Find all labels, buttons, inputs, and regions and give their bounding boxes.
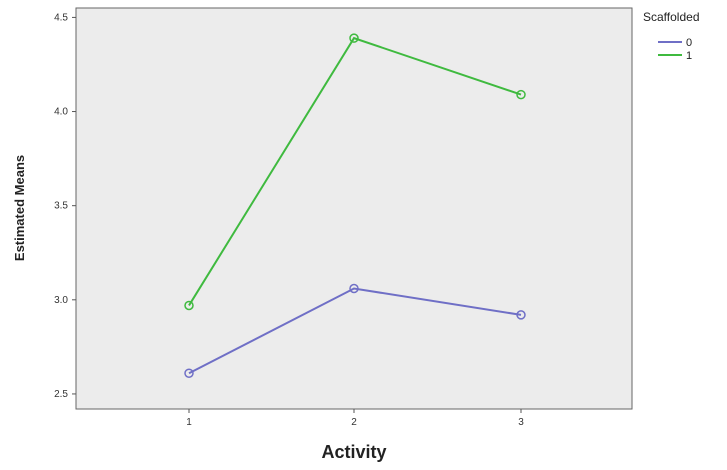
legend-label-1: 1: [686, 50, 692, 62]
y-tick-label: 4.5: [54, 12, 68, 23]
plot-area: [75, 7, 633, 410]
x-axis: 1 2 3: [186, 409, 524, 428]
data-point-1: [516, 89, 526, 100]
legend-title: Scaffolded: [643, 10, 700, 24]
data-point-0: [349, 283, 359, 294]
series-line-0: [188, 287, 522, 375]
x-tick-label: 3: [518, 417, 524, 428]
data-point-0: [516, 310, 526, 320]
y-tick-label: 3.0: [54, 295, 68, 306]
data-point-1: [349, 33, 359, 43]
data-point-1: [184, 300, 194, 311]
y-tick-label: 3.5: [54, 201, 68, 212]
series-layer: [184, 33, 526, 378]
y-tick-label: 4.0: [54, 107, 68, 118]
series-line-1: [188, 36, 522, 306]
y-axis: 2.5 3.0 3.5 4.0 4.5: [54, 12, 76, 400]
y-axis-title: Estimated Means: [12, 155, 27, 261]
data-point-0: [184, 368, 194, 378]
legend-label-0: 0: [686, 37, 692, 49]
y-tick-label: 2.5: [54, 389, 68, 400]
x-tick-label: 2: [351, 417, 357, 428]
x-axis-title: Activity: [321, 442, 386, 462]
x-tick-label: 1: [186, 417, 192, 428]
legend: Scaffolded 01: [643, 10, 700, 62]
